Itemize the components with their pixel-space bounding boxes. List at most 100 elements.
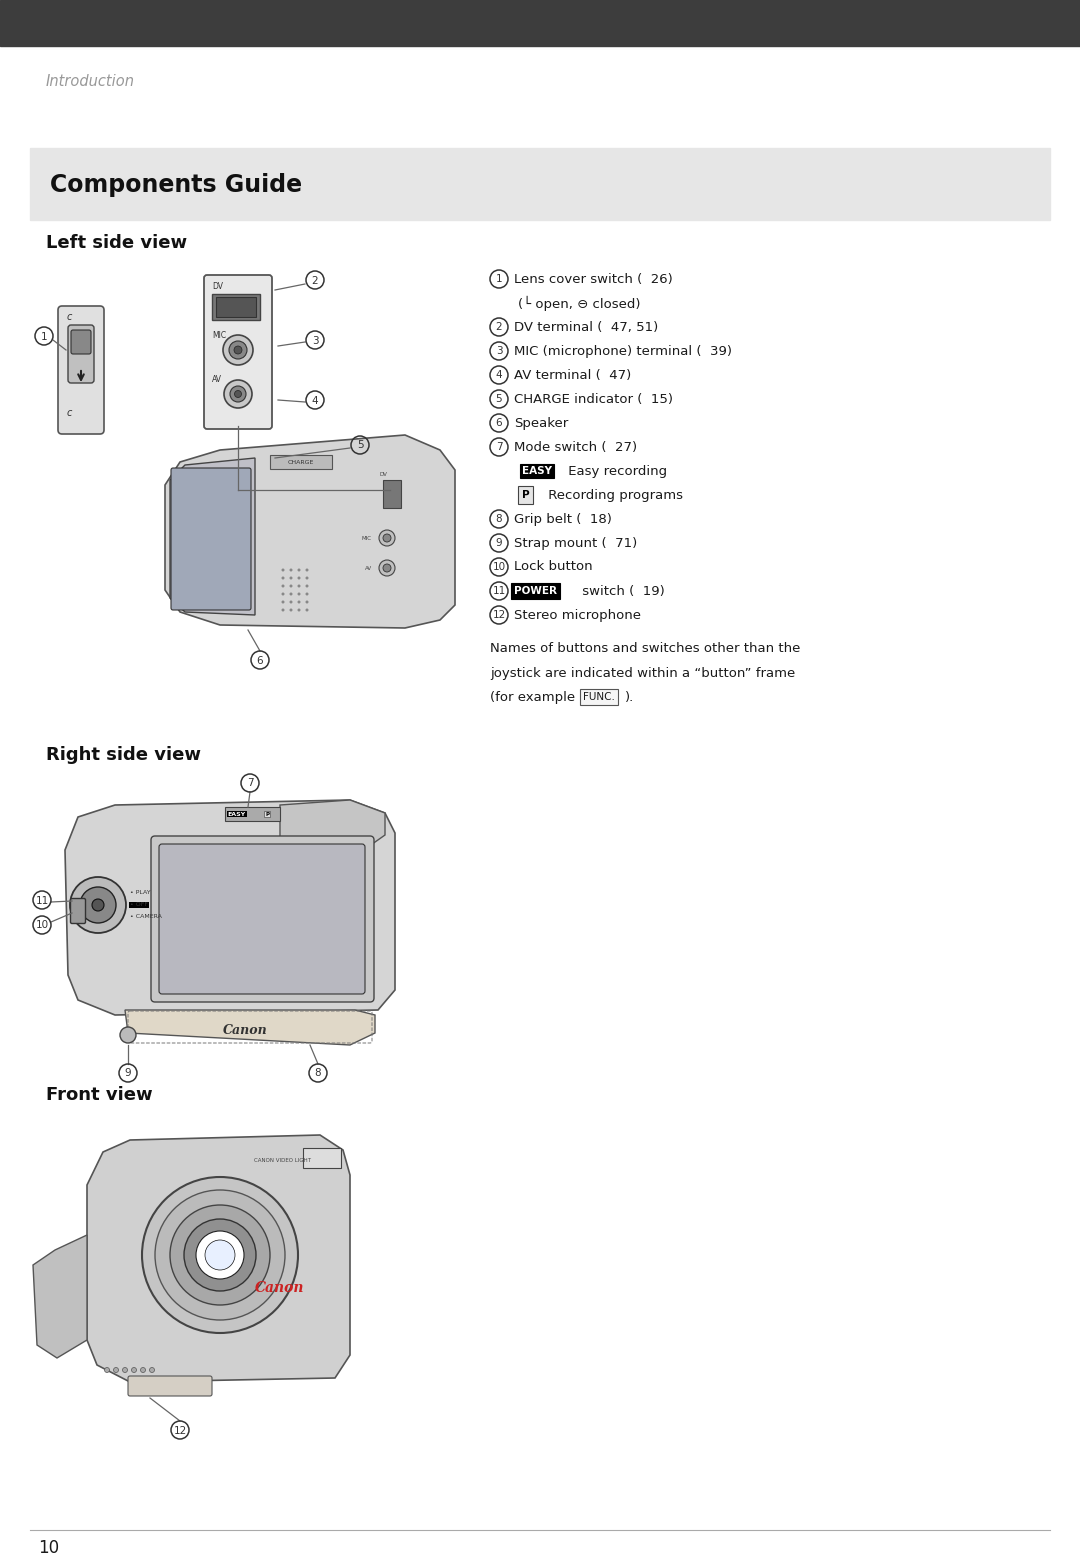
Circle shape xyxy=(113,1368,119,1373)
Circle shape xyxy=(306,593,309,596)
Polygon shape xyxy=(165,435,455,629)
Text: 3: 3 xyxy=(496,346,502,357)
Text: 10: 10 xyxy=(38,1540,59,1557)
Text: Names of buttons and switches other than the: Names of buttons and switches other than… xyxy=(490,643,800,655)
Text: Recording programs: Recording programs xyxy=(544,488,683,501)
Text: • OFF: • OFF xyxy=(130,903,148,908)
Circle shape xyxy=(205,1240,235,1270)
Circle shape xyxy=(383,565,391,573)
FancyBboxPatch shape xyxy=(171,468,251,610)
Text: Right side view: Right side view xyxy=(46,746,201,764)
Circle shape xyxy=(306,577,309,579)
Bar xyxy=(270,456,332,470)
Text: DV: DV xyxy=(212,282,222,292)
Text: 3: 3 xyxy=(312,335,319,345)
Text: POWER: POWER xyxy=(514,587,557,596)
Circle shape xyxy=(224,381,252,409)
Text: Lens cover switch (  26): Lens cover switch ( 26) xyxy=(514,273,673,285)
Bar xyxy=(383,480,401,509)
Text: switch (  19): switch ( 19) xyxy=(578,585,665,597)
Circle shape xyxy=(70,877,126,933)
Circle shape xyxy=(297,593,300,596)
Circle shape xyxy=(289,577,293,579)
Circle shape xyxy=(289,568,293,571)
Circle shape xyxy=(383,534,391,541)
Text: • PLAY: • PLAY xyxy=(130,891,150,895)
Text: (for example: (for example xyxy=(490,691,579,704)
Circle shape xyxy=(379,560,395,576)
Circle shape xyxy=(289,601,293,604)
Circle shape xyxy=(195,1231,244,1279)
Text: Strap mount (  71): Strap mount ( 71) xyxy=(514,537,637,549)
FancyBboxPatch shape xyxy=(204,275,272,429)
Text: 12: 12 xyxy=(492,610,505,621)
Text: AV terminal (  47): AV terminal ( 47) xyxy=(514,368,631,382)
Text: 10: 10 xyxy=(492,563,505,573)
Text: Canon: Canon xyxy=(222,1025,268,1037)
Text: 11: 11 xyxy=(36,895,49,905)
Circle shape xyxy=(289,593,293,596)
Text: 4: 4 xyxy=(496,371,502,381)
Polygon shape xyxy=(87,1136,350,1382)
Text: CHARGE indicator (  15): CHARGE indicator ( 15) xyxy=(514,393,673,406)
Text: DV: DV xyxy=(380,473,388,477)
Text: joystick are indicated within a “button” frame: joystick are indicated within a “button”… xyxy=(490,666,795,680)
Text: EASY: EASY xyxy=(522,466,552,476)
Text: c: c xyxy=(67,409,72,418)
Text: 5: 5 xyxy=(356,440,363,451)
Text: 12: 12 xyxy=(174,1426,187,1435)
Bar xyxy=(225,807,280,821)
Text: FUNC.: FUNC. xyxy=(583,693,615,702)
FancyBboxPatch shape xyxy=(68,324,94,384)
Circle shape xyxy=(170,1204,270,1306)
Text: 9: 9 xyxy=(124,1069,132,1078)
Circle shape xyxy=(306,585,309,588)
Text: Lock button: Lock button xyxy=(514,560,593,574)
FancyBboxPatch shape xyxy=(70,899,85,924)
Circle shape xyxy=(141,1176,298,1332)
Text: Grip belt (  18): Grip belt ( 18) xyxy=(514,513,612,526)
Text: CANON VIDEO LIGHT: CANON VIDEO LIGHT xyxy=(255,1158,311,1162)
Circle shape xyxy=(306,608,309,612)
Circle shape xyxy=(156,1190,285,1320)
Circle shape xyxy=(297,585,300,588)
Bar xyxy=(212,293,260,320)
Circle shape xyxy=(230,385,246,402)
Text: EASY: EASY xyxy=(228,811,246,816)
Circle shape xyxy=(222,335,253,365)
Circle shape xyxy=(229,342,247,359)
Text: 6: 6 xyxy=(496,418,502,429)
Circle shape xyxy=(289,585,293,588)
Circle shape xyxy=(282,577,284,579)
Text: Speaker: Speaker xyxy=(514,417,568,429)
Polygon shape xyxy=(125,1009,375,1045)
Circle shape xyxy=(80,888,116,924)
Text: 1: 1 xyxy=(41,332,48,342)
Text: 10: 10 xyxy=(36,920,49,930)
Text: P: P xyxy=(522,490,529,501)
Text: 4: 4 xyxy=(312,396,319,406)
Text: P: P xyxy=(265,811,269,816)
Text: Front view: Front view xyxy=(46,1086,152,1104)
Text: 9: 9 xyxy=(496,538,502,549)
Text: 6: 6 xyxy=(257,655,264,666)
Text: • CAMERA: • CAMERA xyxy=(130,914,162,919)
Text: DV terminal (  47, 51): DV terminal ( 47, 51) xyxy=(514,320,658,334)
Text: Left side view: Left side view xyxy=(46,234,187,253)
Text: 11: 11 xyxy=(492,587,505,596)
Circle shape xyxy=(297,608,300,612)
Circle shape xyxy=(282,608,284,612)
Bar xyxy=(30,148,1050,220)
FancyBboxPatch shape xyxy=(71,331,91,354)
Circle shape xyxy=(297,577,300,579)
Circle shape xyxy=(289,608,293,612)
FancyBboxPatch shape xyxy=(151,836,374,1002)
Polygon shape xyxy=(170,459,255,615)
Circle shape xyxy=(234,346,242,354)
FancyBboxPatch shape xyxy=(58,306,104,434)
Circle shape xyxy=(184,1218,256,1292)
FancyBboxPatch shape xyxy=(159,844,365,994)
Text: MIC: MIC xyxy=(212,331,226,340)
Circle shape xyxy=(92,899,104,911)
Text: Stereo microphone: Stereo microphone xyxy=(514,608,642,621)
